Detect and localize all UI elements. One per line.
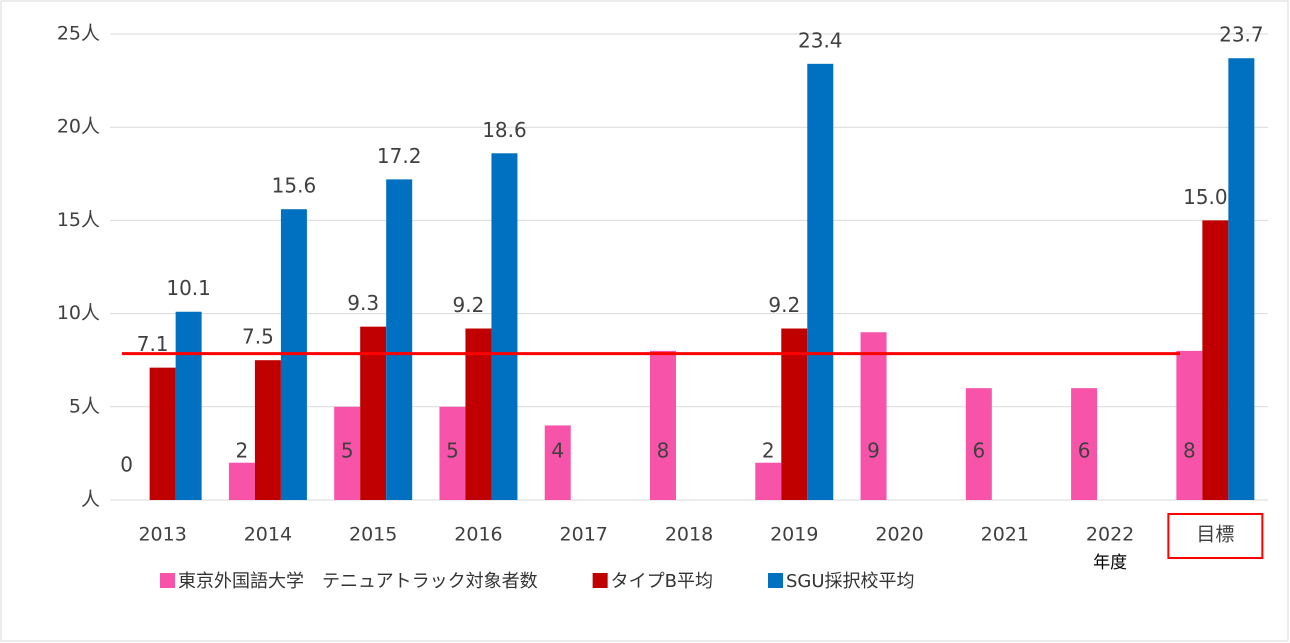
x-tick-label: 目標 [1196,524,1234,546]
x-axis-label: 年度 [1093,553,1127,573]
bar [254,360,281,500]
bar [781,328,808,500]
x-tick-label: 2022 [1086,524,1134,546]
x-tick-label: 2020 [875,524,923,546]
data-label: 18.6 [482,118,527,142]
y-tick-label: 15人 [57,209,100,231]
x-tick-label: 2017 [560,524,608,546]
bar [965,388,992,500]
y-tick-label: 5人 [69,395,100,417]
x-tick-label: 2018 [665,524,713,546]
data-label: 6 [972,439,985,463]
data-label: 15.0 [1183,185,1228,209]
legend-label: SGU採択校平均 [786,571,915,592]
y-tick-label: 10人 [57,302,100,324]
data-label: 8 [657,439,670,463]
data-label: 15.6 [272,174,317,198]
target-box [1167,513,1264,559]
x-tick-label: 2021 [981,524,1029,546]
x-tick-label: 2015 [349,524,397,546]
data-label: 2 [236,439,249,463]
bar [465,328,492,500]
bar [491,153,518,500]
data-label: 8 [1183,439,1196,463]
data-label: 7.1 [137,332,169,356]
bar [1071,388,1098,500]
data-label: 6 [1078,439,1091,463]
data-label: 5 [341,439,354,463]
data-label: 23.7 [1219,23,1264,47]
bar [807,63,834,500]
data-label: 23.4 [798,28,843,52]
bar [386,179,413,500]
legend-swatch [160,573,175,588]
legend-label: タイプB平均 [611,571,713,592]
x-tick-label: 2016 [454,524,502,546]
x-tick-label: 2014 [244,524,292,546]
legend-swatch [592,573,608,588]
x-tick-label: 2013 [138,524,186,546]
bar [1176,350,1203,500]
data-label: 17.2 [377,144,422,168]
data-label: 5 [446,439,459,463]
data-label: 2 [762,439,775,463]
bar [755,462,782,500]
y-tick-label: 人 [81,489,100,511]
legend-label: 東京外国語大学 テニュアトラック対象者数 [178,571,538,592]
data-label: 0 [120,453,133,477]
x-tick-label: 2019 [770,524,818,546]
bar [334,406,361,500]
data-label: 4 [551,439,564,463]
data-label: 10.1 [166,276,211,300]
data-label: 9.2 [768,293,800,317]
y-tick-label: 25人 [57,23,100,45]
bar [1202,220,1229,500]
data-label: 7.5 [242,325,274,349]
bar [149,367,176,500]
legend-swatch [768,573,783,588]
bar [175,311,202,500]
bar [860,332,887,500]
bar [544,425,571,500]
bar [360,326,387,500]
data-label: 9.3 [347,291,379,315]
y-tick-label: 20人 [57,116,100,138]
bar [1228,58,1255,501]
bar [228,462,255,500]
bar [650,350,676,500]
data-label: 9 [867,439,880,463]
data-label: 9.2 [453,293,485,317]
bar [439,406,466,500]
